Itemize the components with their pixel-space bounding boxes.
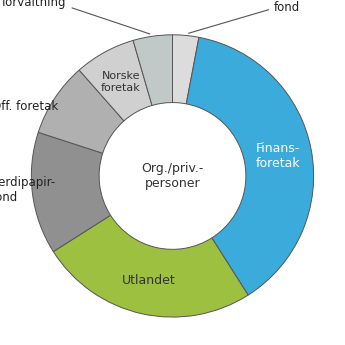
Wedge shape xyxy=(38,70,124,153)
Text: Org./priv.-
personer: Org./priv.- personer xyxy=(141,162,204,190)
Text: Off. foretak: Off. foretak xyxy=(0,100,58,113)
Wedge shape xyxy=(53,215,248,317)
Wedge shape xyxy=(172,35,199,104)
Wedge shape xyxy=(79,40,152,121)
Text: Utlandet: Utlandet xyxy=(122,274,176,287)
Text: Inv.selsk./
fond: Inv.selsk./ fond xyxy=(189,0,332,33)
Text: Finans-
foretak: Finans- foretak xyxy=(256,142,300,170)
Text: Off.
forvaltning: Off. forvaltning xyxy=(2,0,150,34)
Wedge shape xyxy=(133,35,172,106)
Text: Norske
foretak: Norske foretak xyxy=(101,71,141,93)
Wedge shape xyxy=(31,132,110,252)
Text: Verdipapir-
fond: Verdipapir- fond xyxy=(0,176,56,205)
Wedge shape xyxy=(186,37,314,295)
